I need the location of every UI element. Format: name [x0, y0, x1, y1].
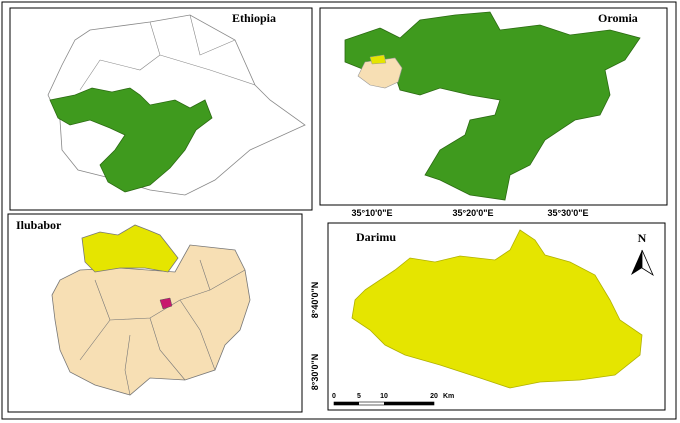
ilubabor-zone [51, 244, 251, 396]
panel-title: Ethiopia [232, 11, 276, 25]
longitude-label: 35°30'0"E [547, 208, 588, 218]
oromia-region [49, 87, 213, 193]
darimu-woreda [81, 224, 179, 273]
panel-title: Ilubabor [16, 218, 62, 232]
ilubabor-panel: Ilubabor [7, 213, 303, 413]
north-arrow-right [641, 249, 654, 277]
panel-title: Oromia [598, 11, 638, 25]
scale-label: 5 [357, 393, 361, 400]
ethiopia-panel: Ethiopia [9, 7, 313, 211]
latitude-label: 8°40'0"N [310, 282, 320, 319]
scale-bar: 0 5 10 20 Km [332, 393, 454, 406]
scale-bar-segment [384, 402, 434, 405]
oromia-panel: Oromia [319, 7, 668, 206]
scale-bar-segment [334, 402, 359, 405]
region-boundaries [79, 14, 256, 91]
north-arrow-left [631, 250, 642, 275]
oromia-region [344, 11, 641, 201]
study-site [159, 297, 173, 310]
scale-label: 0 [332, 393, 336, 400]
darimu-panel: Darimu N 0 5 10 20 Km [327, 222, 666, 411]
darimu-woreda [351, 229, 643, 389]
scale-label: 10 [380, 393, 388, 400]
longitude-label: 35°20'0"E [452, 208, 493, 218]
scale-label: 20 [430, 393, 438, 400]
scale-unit: Km [443, 393, 454, 400]
north-label: N [638, 231, 647, 245]
woreda-boundaries [79, 259, 246, 396]
north-arrow: N [631, 231, 654, 277]
latitude-label: 8°30'0"N [310, 354, 320, 391]
ilubabor-zone [357, 57, 403, 89]
darimu-highlight [369, 54, 387, 65]
longitude-label: 35°10'0"E [351, 208, 392, 218]
panel-title: Darimu [356, 230, 396, 244]
